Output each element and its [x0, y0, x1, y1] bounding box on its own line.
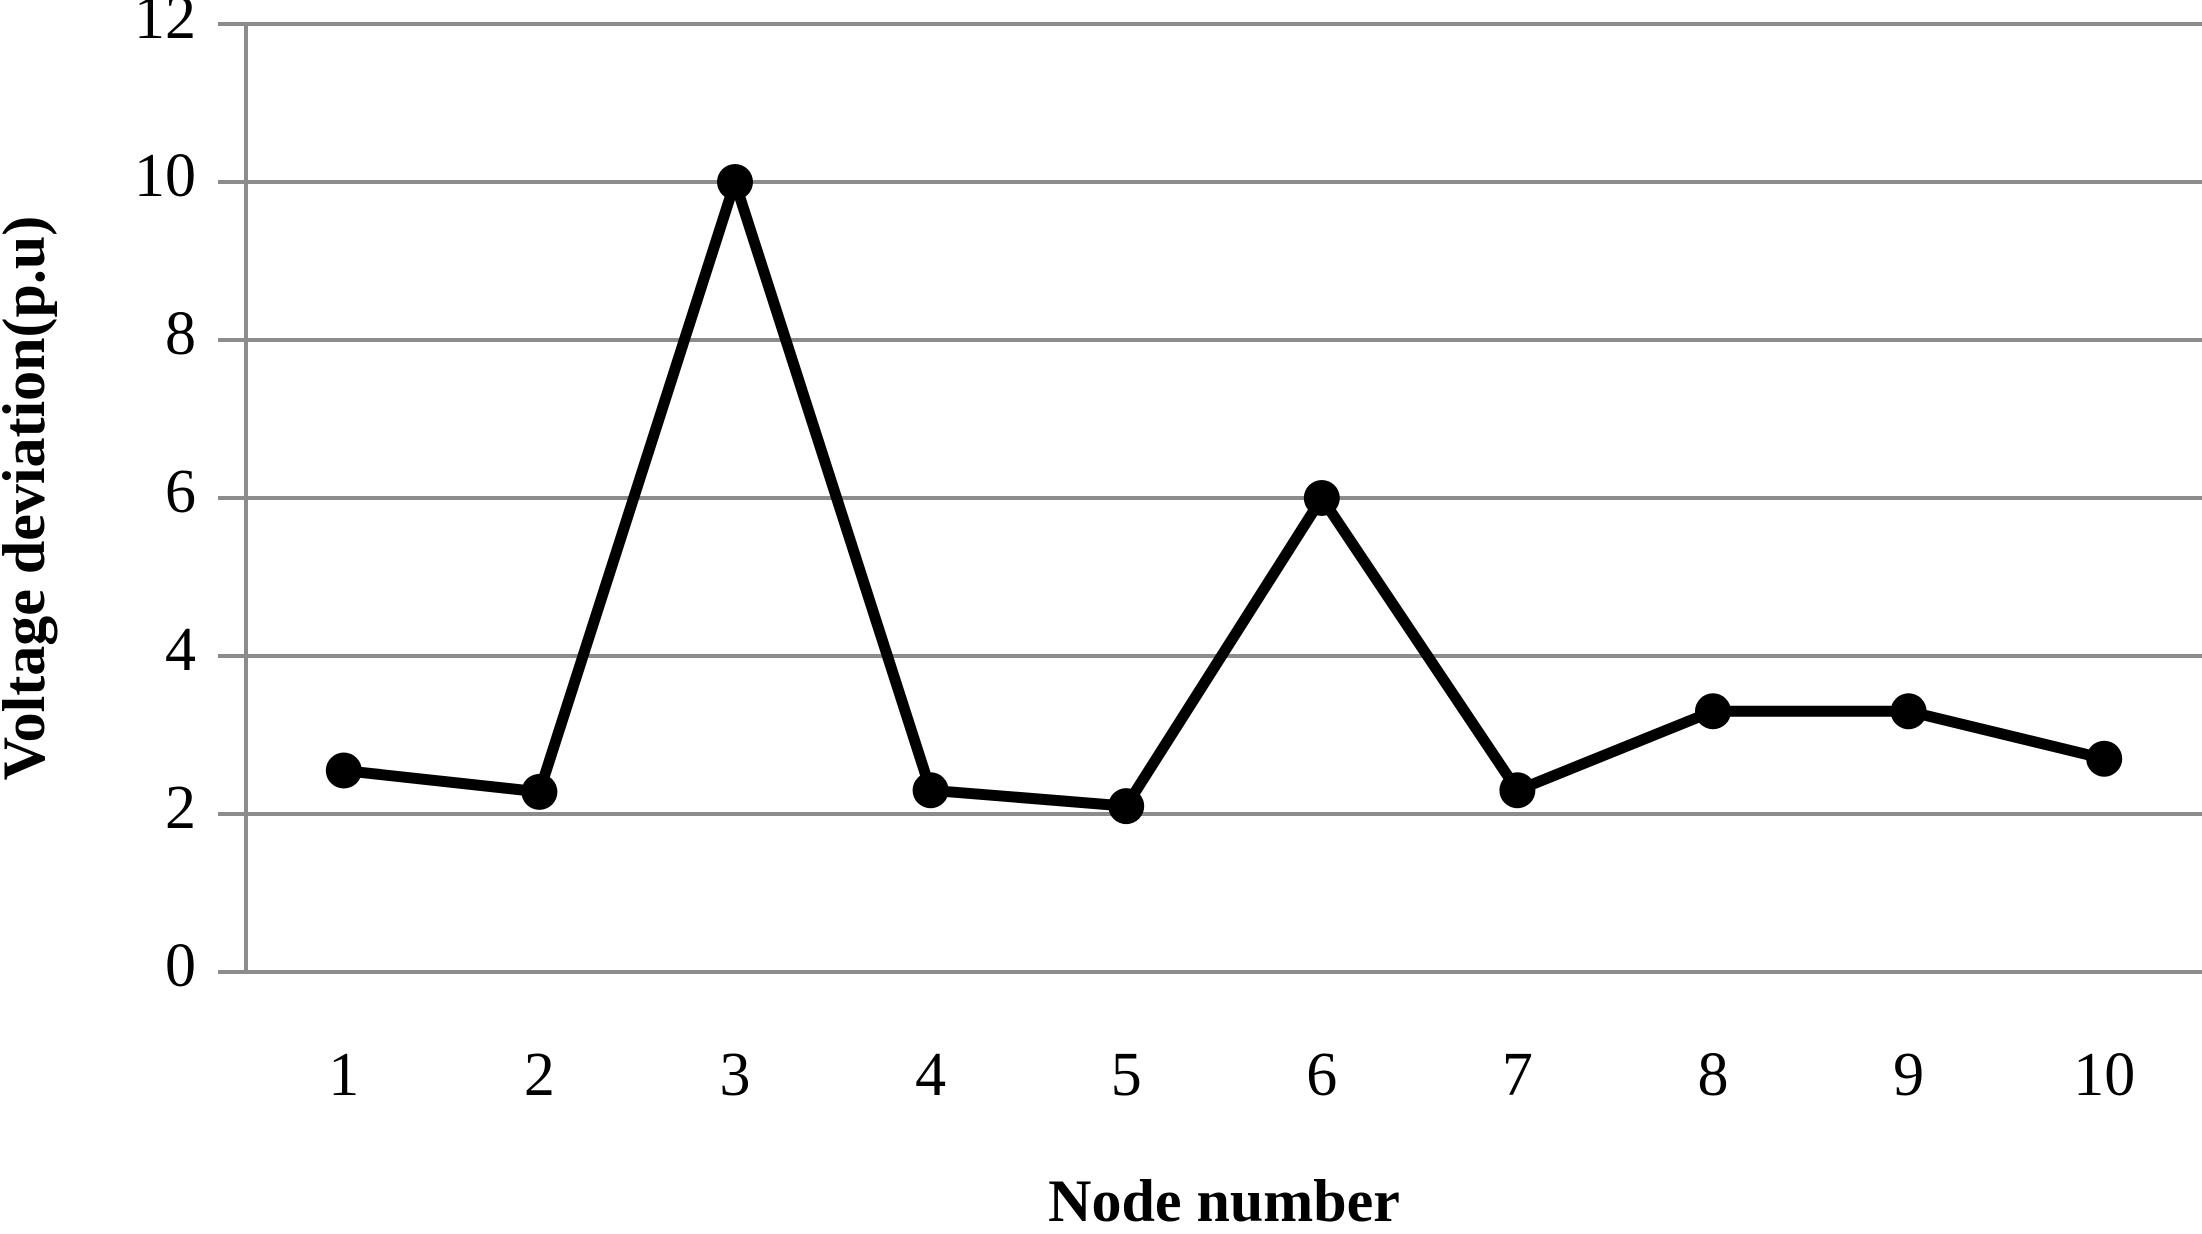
- data-point: [2086, 740, 2123, 777]
- y-tick-label: 0: [165, 932, 196, 1000]
- x-tick-label: 6: [1306, 1041, 1337, 1109]
- data-point: [521, 773, 558, 810]
- x-tick-label: 8: [1698, 1041, 1729, 1109]
- x-tick-label: 5: [1111, 1041, 1142, 1109]
- x-tick-label: 7: [1502, 1041, 1533, 1109]
- x-tick-label: 2: [524, 1041, 555, 1109]
- y-tick-label: 4: [165, 616, 196, 684]
- y-tick-label: 12: [134, 0, 196, 52]
- data-point: [1695, 693, 1731, 730]
- y-tick-label: 8: [165, 300, 196, 368]
- y-axis-title: Voltage deviation(p.u): [0, 216, 57, 781]
- x-tick-label: 1: [328, 1041, 359, 1109]
- y-tick-label: 2: [165, 774, 196, 842]
- data-point: [325, 752, 362, 789]
- y-tick-label: 10: [134, 142, 196, 210]
- x-axis-title: Node number: [1048, 1168, 1400, 1234]
- data-point: [1890, 693, 1927, 730]
- data-point: [912, 772, 949, 809]
- data-line: [343, 176, 2106, 812]
- data-point: [1108, 788, 1145, 825]
- data-point: [1499, 772, 1536, 809]
- data-point: [1303, 480, 1340, 516]
- x-tick-label: 3: [720, 1041, 751, 1109]
- y-tick-label: 6: [165, 458, 196, 526]
- data-point: [717, 164, 753, 200]
- x-tick-label: 4: [915, 1041, 946, 1109]
- x-tick-label: 10: [2073, 1041, 2135, 1109]
- x-tick-label: 9: [1893, 1041, 1924, 1109]
